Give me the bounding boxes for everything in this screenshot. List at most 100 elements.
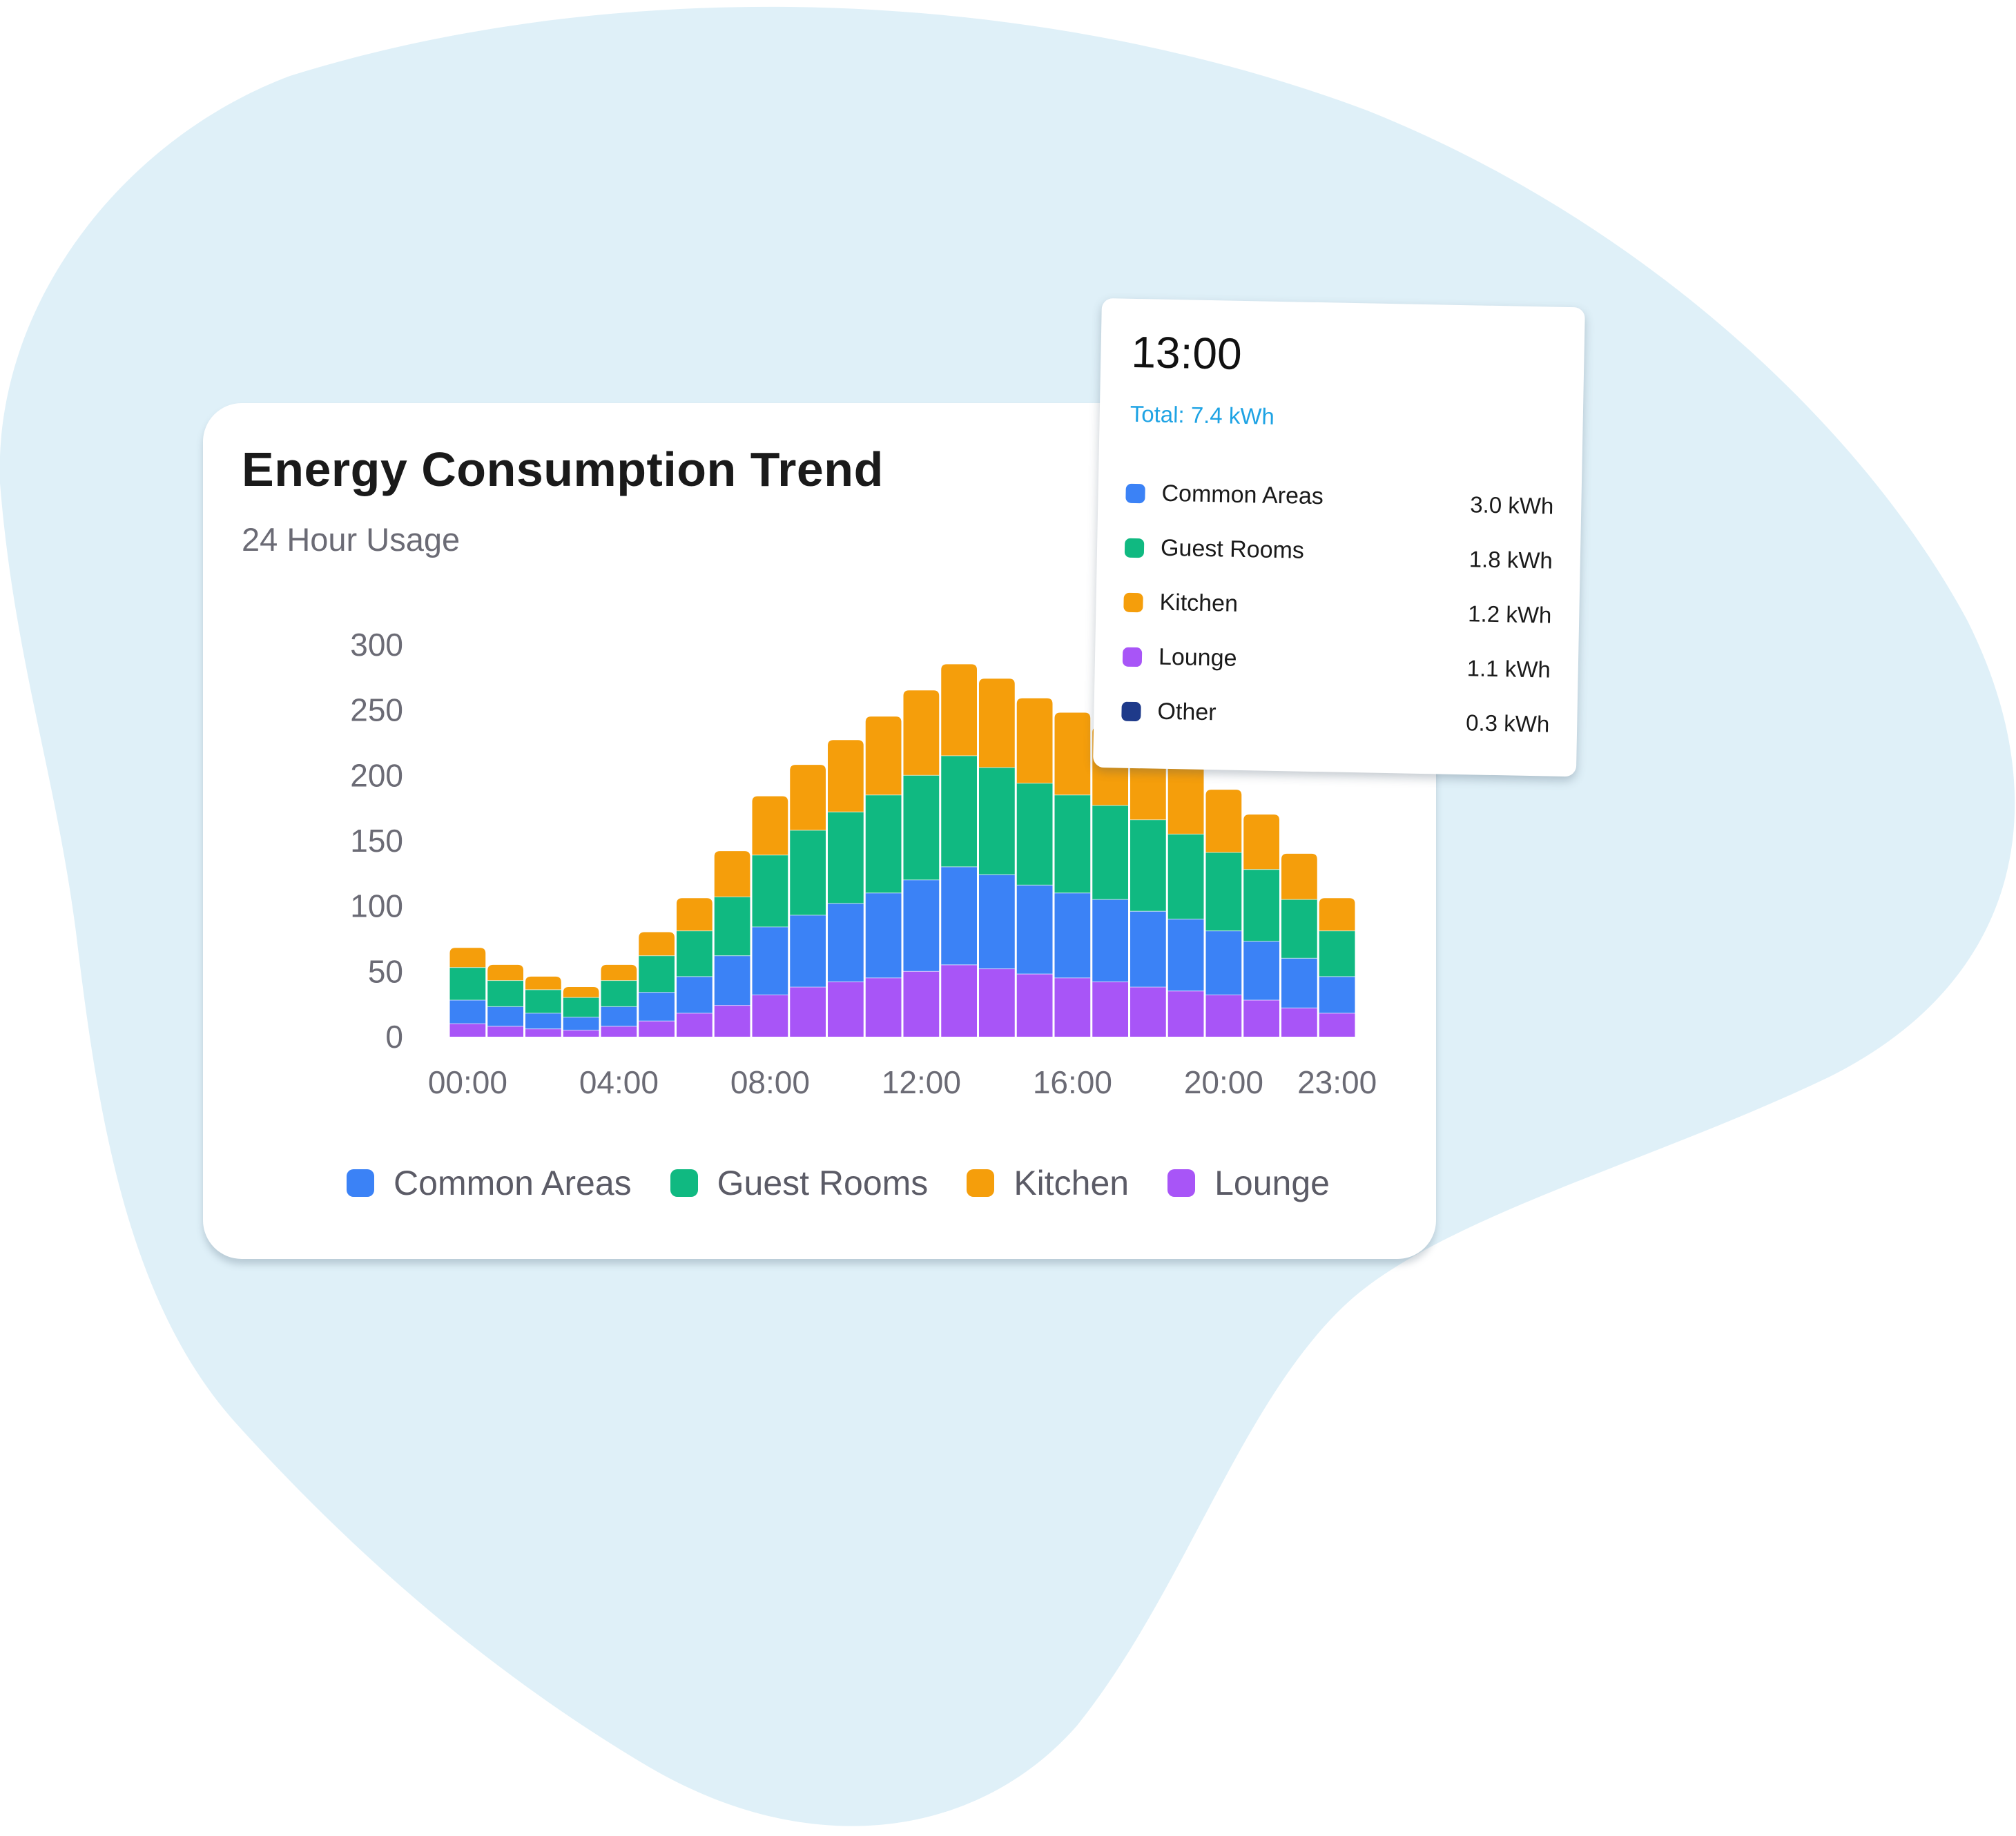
bar-segment-lounge-0100[interactable] (487, 1026, 523, 1037)
bar-segment-common-areas-0200[interactable] (525, 1013, 561, 1029)
bar-segment-common-areas-1600[interactable] (1054, 892, 1091, 978)
bar-segment-lounge-1300[interactable] (941, 964, 977, 1037)
bar-segment-kitchen-2000[interactable] (1205, 790, 1242, 853)
bar-segment-lounge-0700[interactable] (714, 1005, 750, 1037)
bar-segment-guest-rooms-1800[interactable] (1130, 819, 1166, 912)
bar-segment-kitchen-0300[interactable] (563, 987, 599, 998)
bar-stack-0900[interactable] (790, 765, 826, 1037)
bar-segment-common-areas-1200[interactable] (903, 879, 940, 972)
bar-stack-1300[interactable] (941, 664, 977, 1037)
bar-segment-lounge-0500[interactable] (639, 1021, 675, 1037)
bar-segment-guest-rooms-0200[interactable] (525, 989, 561, 1013)
bar-stack-2100[interactable] (1243, 814, 1279, 1037)
bar-segment-lounge-0400[interactable] (601, 1026, 637, 1037)
bar-stack-1000[interactable] (828, 740, 864, 1037)
bar-stack-1400[interactable] (979, 678, 1015, 1037)
bar-segment-common-areas-0700[interactable] (714, 955, 750, 1006)
bar-segment-common-areas-1700[interactable] (1092, 899, 1128, 982)
bar-segment-lounge-0200[interactable] (525, 1028, 561, 1037)
bar-segment-kitchen-2200[interactable] (1281, 853, 1317, 900)
bar-segment-kitchen-1400[interactable] (979, 678, 1015, 768)
bar-segment-guest-rooms-2100[interactable] (1243, 869, 1279, 941)
bar-segment-lounge-2000[interactable] (1205, 995, 1242, 1037)
bar-segment-common-areas-2300[interactable] (1319, 976, 1355, 1013)
bar-segment-guest-rooms-0000[interactable] (449, 967, 486, 1000)
bar-segment-kitchen-0500[interactable] (639, 932, 675, 956)
bar-segment-common-areas-1400[interactable] (979, 875, 1015, 969)
bar-stack-0100[interactable] (487, 964, 523, 1037)
bar-segment-kitchen-0900[interactable] (790, 765, 826, 830)
bar-segment-common-areas-0000[interactable] (449, 999, 486, 1024)
bar-segment-kitchen-0700[interactable] (714, 851, 750, 897)
bar-segment-guest-rooms-1400[interactable] (979, 767, 1015, 875)
bar-stack-0600[interactable] (677, 898, 713, 1037)
bar-segment-guest-rooms-0500[interactable] (639, 955, 675, 993)
bar-segment-guest-rooms-1600[interactable] (1054, 794, 1091, 893)
bar-segment-common-areas-1300[interactable] (941, 866, 977, 965)
bar-segment-common-areas-0500[interactable] (639, 992, 675, 1022)
bar-segment-guest-rooms-0100[interactable] (487, 980, 523, 1007)
bar-stack-0200[interactable] (525, 976, 561, 1037)
bar-segment-lounge-1100[interactable] (865, 977, 902, 1037)
legend-item-common-areas[interactable]: Common Areas (347, 1163, 632, 1203)
bar-segment-guest-rooms-0900[interactable] (790, 830, 826, 915)
bar-segment-lounge-2100[interactable] (1243, 999, 1279, 1037)
bar-segment-common-areas-2000[interactable] (1205, 930, 1242, 995)
bar-segment-common-areas-0300[interactable] (563, 1017, 599, 1031)
bar-segment-kitchen-1000[interactable] (828, 740, 864, 812)
bar-segment-kitchen-2300[interactable] (1319, 898, 1355, 931)
bar-stack-0300[interactable] (563, 987, 599, 1037)
bar-stack-1700[interactable] (1092, 727, 1128, 1037)
bar-segment-guest-rooms-1000[interactable] (828, 812, 864, 904)
bar-stack-0800[interactable] (752, 796, 788, 1037)
bar-segment-lounge-1500[interactable] (1016, 974, 1053, 1037)
bar-segment-kitchen-2100[interactable] (1243, 814, 1279, 870)
bar-stack-0400[interactable] (601, 964, 637, 1037)
bar-segment-lounge-1000[interactable] (828, 982, 864, 1037)
bar-segment-guest-rooms-2300[interactable] (1319, 930, 1355, 977)
bar-segment-kitchen-0200[interactable] (525, 976, 561, 990)
bar-segment-guest-rooms-2200[interactable] (1281, 899, 1317, 959)
bar-segment-kitchen-0400[interactable] (601, 964, 637, 981)
bar-segment-lounge-0800[interactable] (752, 995, 788, 1037)
bar-stack-0700[interactable] (714, 851, 750, 1037)
bar-segment-guest-rooms-2000[interactable] (1205, 852, 1242, 931)
bar-segment-lounge-0300[interactable] (563, 1030, 599, 1037)
bar-segment-kitchen-0100[interactable] (487, 964, 523, 981)
bar-segment-lounge-2300[interactable] (1319, 1013, 1355, 1037)
bar-stack-1600[interactable] (1054, 712, 1091, 1037)
bar-segment-common-areas-0100[interactable] (487, 1006, 523, 1026)
bar-segment-kitchen-1500[interactable] (1016, 698, 1053, 783)
bar-stack-1900[interactable] (1167, 765, 1204, 1037)
bar-segment-lounge-1600[interactable] (1054, 977, 1091, 1037)
bar-segment-guest-rooms-0700[interactable] (714, 897, 750, 956)
bar-segment-lounge-0900[interactable] (790, 987, 826, 1037)
bar-segment-kitchen-1100[interactable] (865, 716, 902, 795)
bar-stack-0500[interactable] (639, 932, 675, 1037)
bar-segment-common-areas-1100[interactable] (865, 892, 902, 978)
bar-segment-common-areas-1900[interactable] (1167, 919, 1204, 991)
bar-segment-common-areas-0400[interactable] (601, 1006, 637, 1026)
bar-segment-lounge-1700[interactable] (1092, 982, 1128, 1037)
bar-segment-lounge-1400[interactable] (979, 968, 1015, 1037)
bar-segment-common-areas-2100[interactable] (1243, 941, 1279, 1000)
legend-item-kitchen[interactable]: Kitchen (967, 1163, 1129, 1203)
bar-segment-lounge-1200[interactable] (903, 971, 940, 1037)
bar-segment-guest-rooms-0600[interactable] (677, 930, 713, 977)
bar-segment-kitchen-1900[interactable] (1167, 765, 1204, 834)
bar-stack-2200[interactable] (1281, 853, 1317, 1037)
bar-stack-1200[interactable] (903, 690, 940, 1037)
bar-stack-2300[interactable] (1319, 898, 1355, 1037)
bar-segment-kitchen-0600[interactable] (677, 898, 713, 931)
bar-segment-guest-rooms-0300[interactable] (563, 997, 599, 1017)
bar-segment-common-areas-0800[interactable] (752, 926, 788, 995)
bar-segment-guest-rooms-1700[interactable] (1092, 805, 1128, 900)
bar-segment-guest-rooms-1500[interactable] (1016, 783, 1053, 886)
bar-stack-1500[interactable] (1016, 698, 1053, 1037)
bar-segment-kitchen-1300[interactable] (941, 664, 977, 756)
bar-segment-guest-rooms-0800[interactable] (752, 854, 788, 927)
bar-segment-guest-rooms-0400[interactable] (601, 980, 637, 1007)
legend-item-guest-rooms[interactable]: Guest Rooms (670, 1163, 928, 1203)
bar-segment-lounge-2200[interactable] (1281, 1008, 1317, 1037)
legend-item-lounge[interactable]: Lounge (1167, 1163, 1330, 1203)
